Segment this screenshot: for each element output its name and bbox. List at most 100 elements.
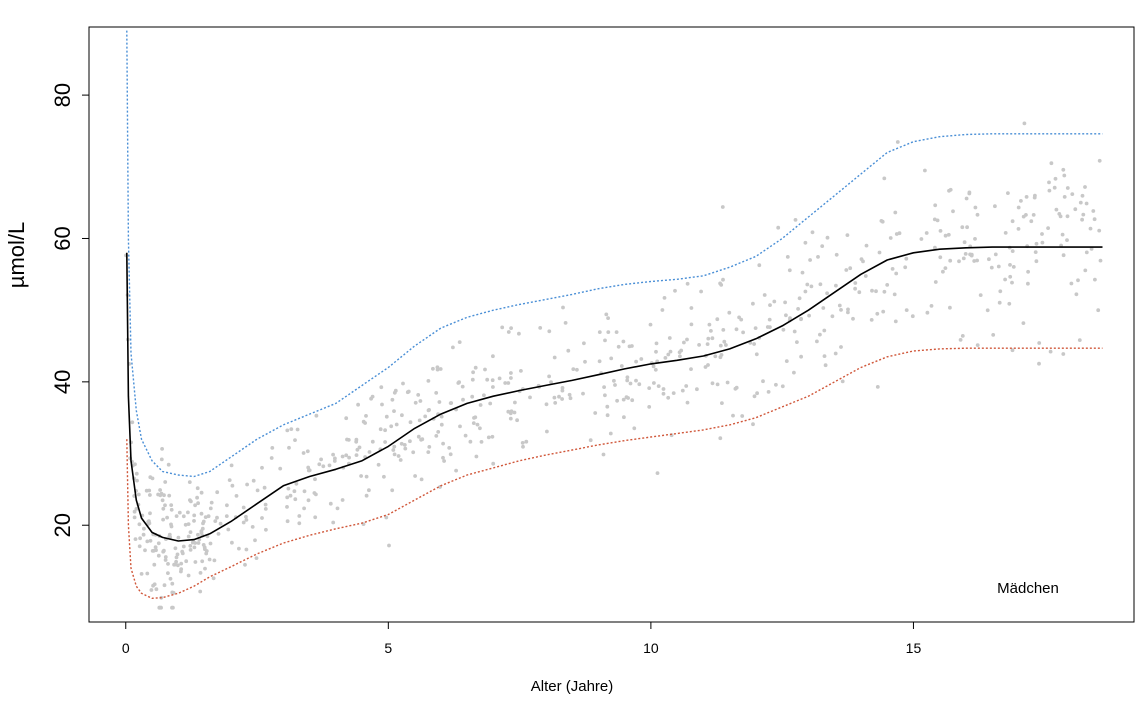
data-point [448,401,453,405]
data-point [560,388,565,393]
data-point [710,381,715,386]
data-point [718,343,723,348]
data-point [285,428,290,433]
data-point [448,452,453,457]
data-point [153,545,158,550]
data-point [1084,250,1089,255]
data-point [1010,348,1015,353]
data-point [685,337,689,342]
data-point [229,463,234,468]
data-point [367,450,372,454]
data-point [725,380,730,385]
data-point [563,321,568,325]
data-point [200,559,205,564]
data-point [684,384,689,388]
data-point [1040,232,1044,236]
data-point [637,382,642,387]
data-point [475,422,480,427]
data-point [973,205,978,210]
data-point [297,521,302,526]
data-point [713,354,718,359]
data-point [882,176,887,181]
data-point [567,392,572,397]
data-point [156,541,161,546]
data-point [613,383,617,387]
data-point [364,414,368,418]
data-point [947,188,951,193]
data-point [302,489,307,494]
data-point [149,588,154,592]
data-point [193,560,198,564]
data-point [719,353,724,357]
data-point [201,543,206,547]
data-point [250,525,255,529]
data-point [1011,265,1016,269]
data-point [709,329,713,333]
data-point [383,428,387,433]
data-point [427,445,432,449]
data-point [521,444,525,449]
data-point [297,514,302,518]
data-point [553,401,558,405]
data-point [547,329,552,334]
data-point [331,520,336,525]
data-point [133,537,138,541]
x-tick-label: 0 [122,640,130,656]
data-point [179,561,184,566]
data-point [482,393,486,398]
data-point [491,461,496,466]
data-point [885,283,890,287]
data-point [785,255,790,259]
data-point [203,515,208,519]
data-point [1089,247,1094,251]
data-point [156,553,161,558]
data-point [471,421,476,425]
data-point [839,345,843,349]
data-point [1053,176,1058,181]
data-point [176,535,181,540]
data-point [989,265,994,270]
data-point [968,252,972,257]
data-point [144,488,149,493]
data-point [848,266,853,271]
data-point [517,331,521,336]
data-point [938,229,943,233]
data-point [1083,268,1088,273]
data-point [437,400,442,404]
data-point [287,445,291,450]
data-point [787,268,792,273]
data-point [134,471,139,476]
data-point [179,569,183,574]
data-point [796,307,800,311]
data-point [621,339,626,344]
data-point [853,281,858,285]
data-point [622,415,626,420]
data-point [177,510,182,515]
data-point [741,330,745,335]
data-point [384,515,389,520]
data-point [780,384,785,389]
data-point [344,453,349,458]
data-point [192,519,196,523]
data-point [224,514,229,518]
data-point [962,240,967,245]
data-point [1083,185,1087,189]
data-point [478,403,483,407]
upper-centile-line [126,30,1103,478]
data-point [166,562,170,566]
data-point [426,408,431,413]
data-point [800,270,805,275]
data-point [581,391,585,396]
data-point [805,282,810,287]
data-point [152,582,157,587]
data-point [1016,227,1021,231]
data-point [167,534,172,539]
data-point [601,452,606,457]
data-point [1034,241,1039,246]
data-point [305,449,310,454]
data-point [549,380,553,385]
data-point [552,355,557,360]
data-point [1078,200,1083,205]
data-point [244,518,249,522]
data-point [975,212,980,217]
